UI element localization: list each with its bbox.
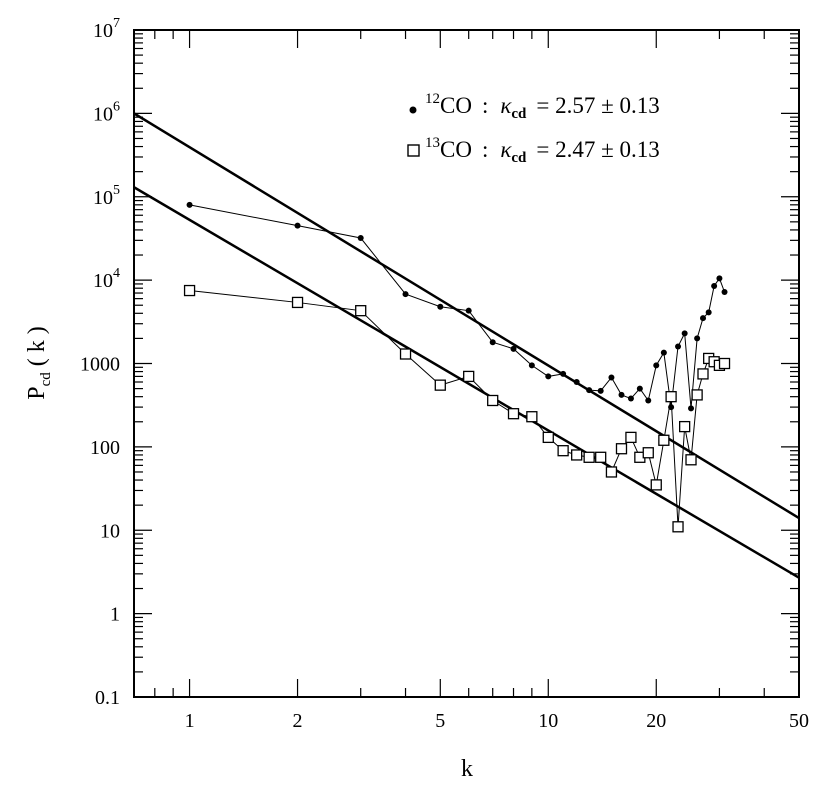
data-point-12CO — [645, 397, 652, 404]
data-point-12CO — [618, 391, 625, 398]
x-axis-label: k — [461, 756, 473, 782]
data-point-12CO — [700, 315, 707, 322]
fit-line — [133, 112, 800, 520]
axis-ticks — [134, 29, 799, 698]
tick-labels: 1 2 5 10 20 50 0.1 1 10 100 1000 104 105 106 107 — [80, 16, 809, 732]
data-point-13CO — [542, 431, 554, 444]
fit-line — [133, 186, 800, 579]
data-point-12CO — [716, 275, 723, 282]
data-point-13CO — [650, 479, 662, 491]
y-tick-label: 0.1 — [95, 687, 120, 709]
data-point-13CO — [595, 451, 607, 463]
data-point-13CO — [487, 394, 499, 407]
data-point-12CO — [294, 222, 301, 229]
data-point-12CO — [711, 283, 718, 290]
data-point-12CO — [545, 373, 552, 380]
plot-frame — [133, 29, 800, 698]
x-tick-label: 50 — [789, 710, 809, 732]
data-point-13CO — [718, 357, 731, 370]
data-point-13CO — [526, 411, 538, 423]
legend-marker-12co — [409, 106, 417, 114]
data-point-12CO — [694, 335, 701, 342]
y-tick-label: 107 — [93, 16, 120, 42]
data-point-12CO — [608, 374, 615, 381]
data-point-12CO — [627, 395, 634, 402]
data-point-13CO — [679, 420, 691, 433]
data-point-12CO — [586, 387, 593, 394]
data-point-13CO — [355, 305, 367, 317]
data-point-13CO — [625, 431, 637, 444]
data-point-12CO — [437, 303, 444, 310]
data-point-12CO — [510, 345, 517, 352]
fit-lines — [133, 112, 800, 579]
data-point-12CO — [653, 362, 660, 369]
data-point-12CO — [660, 349, 667, 356]
data-point-12CO — [681, 330, 688, 337]
y-axis-label: Pcd ( k ) — [24, 326, 54, 400]
x-tick-label: 20 — [646, 710, 666, 732]
legend-entry-12co: 12CO: κcd = 2.57 ± 0.13 — [425, 91, 660, 122]
data-point-13CO — [658, 434, 670, 446]
legend: 12CO: κcd = 2.57 ± 0.13 13CO: κcd = 2.47 ± 0… — [407, 91, 660, 166]
data-point-13CO — [507, 408, 520, 420]
x-tick-label: 1 — [185, 710, 195, 732]
y-axis-label-base: P — [24, 386, 50, 399]
data-point-12CO — [528, 362, 535, 369]
data-point-13CO — [685, 454, 697, 466]
y-tick-label: 1000 — [80, 354, 120, 376]
y-tick-label: 1 — [110, 604, 120, 626]
data-point-12CO — [560, 370, 567, 377]
y-tick-label: 106 — [93, 99, 120, 125]
data-point-13CO — [583, 451, 595, 463]
y-tick-label: 105 — [93, 183, 120, 209]
data-point-12CO — [186, 201, 193, 208]
x-tick-label: 2 — [293, 710, 303, 732]
data-point-12CO — [465, 307, 472, 314]
y-tick-label: 100 — [90, 437, 120, 459]
data-point-13CO — [434, 379, 446, 391]
x-tick-label: 10 — [538, 710, 558, 732]
legend-marker-13co — [407, 144, 420, 157]
data-point-12CO — [636, 385, 643, 392]
data-point-12CO — [688, 405, 695, 412]
data-point-13CO — [557, 445, 569, 457]
y-tick-label: 10 — [100, 520, 120, 542]
y-axis-label-arg: ( k ) — [24, 326, 50, 366]
data-series — [183, 201, 731, 533]
data-point-12CO — [721, 289, 728, 296]
data-point-13CO — [665, 391, 677, 403]
data-point-13CO — [642, 447, 654, 459]
y-axis-label-sub: cd — [38, 372, 54, 387]
series-line-13CO — [189, 290, 725, 527]
data-point-12CO — [597, 387, 604, 394]
data-point-13CO — [291, 296, 304, 309]
data-point-13CO — [605, 466, 618, 478]
data-point-12CO — [489, 339, 496, 346]
y-tick-label: 104 — [93, 266, 120, 292]
data-point-12CO — [573, 378, 580, 385]
data-point-12CO — [357, 235, 364, 242]
data-point-13CO — [183, 284, 196, 297]
data-point-12CO — [675, 343, 682, 350]
data-point-13CO — [672, 521, 684, 533]
data-point-13CO — [571, 449, 583, 461]
legend-entry-13co: 13CO: κcd = 2.47 ± 0.13 — [425, 135, 660, 166]
data-point-12CO — [705, 309, 712, 316]
data-point-13CO — [615, 443, 628, 455]
data-point-13CO — [399, 348, 412, 360]
data-point-12CO — [402, 291, 409, 298]
x-tick-label: 5 — [435, 710, 445, 732]
data-point-13CO — [691, 389, 703, 401]
data-point-13CO — [697, 368, 709, 380]
data-point-13CO — [463, 370, 475, 383]
